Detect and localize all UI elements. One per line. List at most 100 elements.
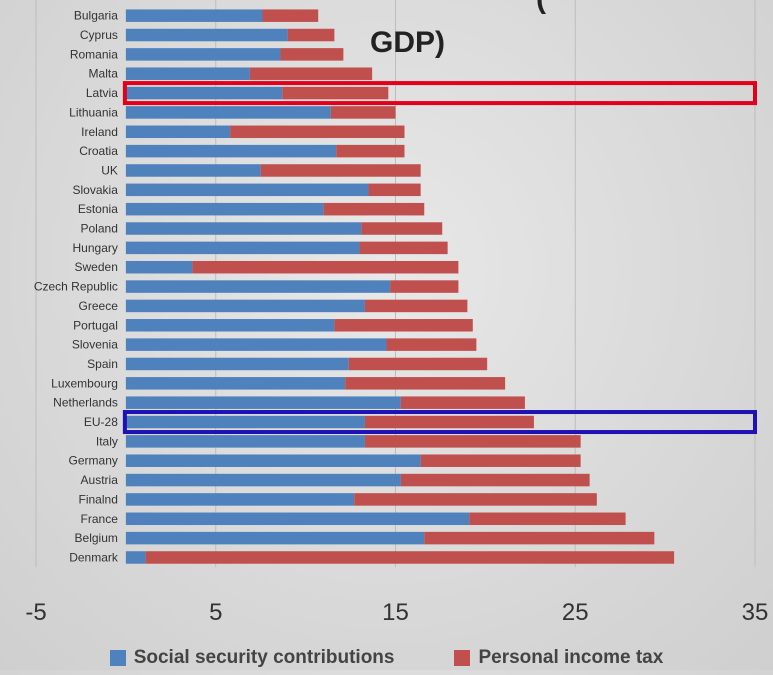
category-label-21: EU-28 [84, 415, 118, 429]
bar-income-17 [386, 338, 477, 351]
category-label-3: Malta [89, 67, 119, 81]
bar-income-14 [390, 280, 459, 293]
xtick-label-2: 15 [382, 599, 409, 626]
bar-social-8 [125, 164, 261, 177]
legend-label-income: Personal income tax [478, 647, 664, 668]
bar-social-20 [125, 396, 401, 409]
category-label-11: Poland [81, 222, 118, 236]
bar-social-11 [125, 222, 362, 235]
bar-income-1 [287, 28, 335, 42]
category-label-18: Spain [87, 357, 118, 371]
bar-income-5 [330, 106, 396, 119]
legend-label-social: Social security contributions [133, 647, 395, 668]
bar-income-24 [400, 473, 590, 487]
bar-social-19 [125, 377, 346, 390]
category-label-2: Romania [70, 47, 118, 61]
bar-income-10 [323, 202, 425, 216]
xtick-label-4: 35 [742, 599, 769, 626]
xtick-label-1: 5 [209, 599, 222, 626]
bar-social-12 [125, 241, 360, 255]
category-label-10: Estonia [78, 202, 118, 216]
highlight-box-blue [122, 410, 757, 435]
category-label-7: Croatia [79, 144, 118, 158]
category-label-17: Slovenia [72, 338, 118, 352]
category-label-28: Denmark [69, 550, 119, 564]
bar-social-27 [125, 531, 425, 545]
bar-income-7 [336, 144, 405, 158]
bar-income-0 [262, 9, 319, 22]
chart-title-fragment: GDP) [370, 26, 445, 59]
category-label-13: Sweden [75, 260, 118, 274]
bar-income-6 [230, 125, 405, 139]
category-label-22: Italy [96, 434, 118, 448]
bar-income-4 [282, 86, 389, 100]
bar-income-12 [359, 241, 448, 255]
category-label-14: Czech Republic [34, 280, 118, 294]
bar-income-23 [420, 454, 581, 467]
bar-social-9 [125, 183, 369, 197]
bar-income-21 [364, 415, 534, 429]
bar-social-13 [125, 260, 193, 274]
highlight-box-red [122, 81, 757, 106]
category-label-12: Hungary [73, 241, 118, 255]
category-label-27: Belgium [75, 531, 118, 545]
legend-swatch-income [454, 650, 471, 666]
xtick-label-3: 25 [562, 599, 589, 626]
bar-social-21 [125, 415, 365, 429]
bar-income-20 [400, 396, 525, 409]
chart-title-fragment-top: ( [536, 0, 546, 16]
legend-item-social: Social security contributions [109, 647, 395, 669]
bar-income-27 [424, 531, 655, 545]
bar-income-11 [361, 222, 443, 235]
bar-social-7 [125, 144, 337, 158]
bar-income-28 [145, 551, 675, 564]
bar-social-1 [125, 28, 288, 42]
bar-social-18 [125, 357, 349, 371]
category-label-4: Latvia [86, 86, 118, 100]
bar-income-13 [192, 260, 459, 274]
bar-social-26 [125, 512, 470, 526]
bar-social-4 [125, 86, 283, 100]
bar-social-22 [125, 435, 365, 448]
category-label-5: Lithuania [69, 105, 118, 119]
category-label-26: France [81, 512, 119, 526]
bar-income-9 [368, 183, 421, 197]
bar-social-24 [125, 473, 401, 487]
bar-social-3 [125, 67, 250, 80]
category-label-23: Germany [69, 454, 118, 468]
bar-income-25 [354, 493, 597, 506]
category-label-16: Portugal [73, 318, 118, 332]
bar-social-28 [125, 551, 146, 564]
bar-social-17 [125, 338, 387, 351]
bar-income-3 [249, 67, 373, 80]
bar-social-6 [125, 125, 231, 139]
xtick-label-0: -5 [25, 599, 46, 626]
bar-income-26 [469, 512, 626, 526]
bar-social-5 [125, 106, 331, 119]
bar-social-23 [125, 454, 421, 467]
bar-income-19 [345, 377, 506, 390]
legend-item-income: Personal income tax [454, 647, 663, 669]
category-label-20: Netherlands [53, 396, 118, 410]
bar-income-2 [280, 48, 344, 61]
bar-income-18 [348, 357, 488, 371]
bar-social-25 [125, 493, 355, 506]
legend-swatch-social [109, 650, 126, 666]
legend: Social security contributions Personal i… [0, 646, 773, 670]
category-label-8: UK [101, 163, 118, 177]
bar-income-16 [334, 319, 473, 332]
bar-income-22 [364, 435, 581, 448]
bar-social-0 [125, 9, 263, 22]
category-label-0: Bulgaria [74, 9, 118, 23]
category-label-1: Cyprus [80, 28, 118, 42]
category-label-9: Slovakia [73, 183, 119, 197]
bar-social-2 [125, 48, 281, 61]
bar-social-16 [125, 319, 335, 332]
bar-income-8 [260, 164, 421, 177]
bar-social-14 [125, 280, 391, 293]
bar-social-10 [125, 202, 324, 216]
category-label-24: Austria [81, 473, 119, 487]
category-label-6: Ireland [81, 125, 118, 139]
